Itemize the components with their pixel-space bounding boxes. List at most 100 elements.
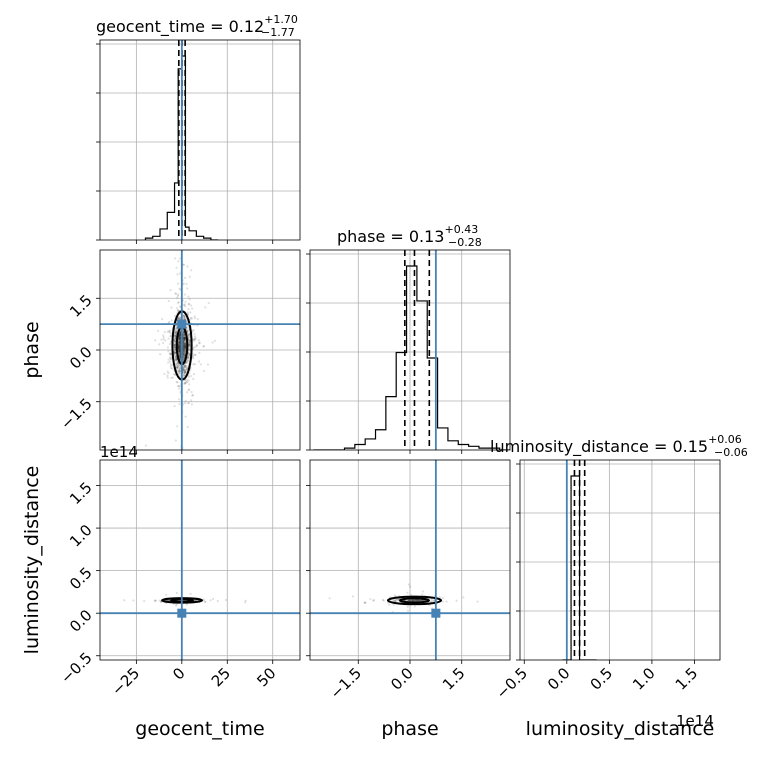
phase-vs-time-truth-marker [177, 319, 187, 329]
phase-vs-time-sample [176, 366, 179, 369]
phase-vs-time-sample [175, 366, 178, 369]
distance-vs-phase-sample [406, 591, 409, 594]
distance-vs-phase-sample [369, 597, 372, 601]
distance-vs-time-sample [154, 599, 158, 602]
distance-vs-time-sample [158, 599, 161, 602]
phase-vs-time-sample [176, 273, 179, 276]
phase-vs-time-sample [184, 340, 187, 343]
phase-vs-time-sample [170, 334, 173, 337]
phase-vs-time-sample [175, 326, 178, 329]
phase-vs-time-sample [175, 330, 178, 333]
distance-vs-phase-xtick-label: 1.5 [439, 664, 469, 694]
phase-vs-time-sample [183, 355, 186, 358]
distance-hist-plot-area [562, 460, 597, 660]
phase-vs-time-sample [193, 337, 196, 341]
phase-hist-frame [309, 249, 511, 451]
distance-vs-phase-plot-area [310, 460, 510, 660]
phase-vs-time-sample [187, 333, 190, 336]
phase-vs-time-sample [174, 343, 177, 346]
phase-vs-time-sample [177, 347, 180, 350]
phase-vs-time-ytick-label: −1.5 [57, 395, 95, 433]
phase-vs-time-sample [161, 341, 165, 345]
phase-vs-time-sample [168, 342, 171, 346]
phase-vs-time-sample [174, 351, 177, 354]
phase-vs-time-sample [177, 370, 181, 373]
phase-vs-time-sample [169, 363, 173, 366]
distance-vs-phase-frame [309, 459, 511, 661]
phase-vs-time-sample [188, 339, 191, 342]
phase-vs-time-sample [183, 350, 187, 353]
phase-vs-time-sample [174, 358, 177, 361]
phase-vs-time-sample [184, 317, 187, 321]
phase-vs-time-sample [173, 358, 177, 361]
phase-vs-time-sample [182, 371, 185, 375]
distance-vs-phase-sample [406, 609, 410, 612]
phase-vs-time-sample [177, 282, 180, 285]
phase-vs-time-sample [183, 402, 186, 405]
phase-vs-time-sample [183, 351, 187, 354]
phase-vs-time-sample [182, 263, 185, 266]
distance-vs-phase-sample [406, 605, 409, 608]
phase-vs-time-sample [192, 362, 195, 366]
distance-vs-time-sample [132, 599, 135, 602]
phase-vs-time-sample [182, 354, 185, 357]
phase-vs-time-sample [186, 329, 189, 332]
phase-vs-time-sample [184, 345, 187, 349]
phase-vs-time-sample [183, 373, 186, 376]
phase-vs-time-sample [185, 378, 188, 381]
phase-vs-time-sample [188, 345, 191, 348]
phase-vs-time-sample [174, 335, 177, 338]
phase-vs-time-sample [182, 357, 185, 360]
phase-vs-time-sample [183, 349, 187, 352]
phase-vs-time-sample [179, 257, 182, 260]
phase-vs-time-sample [182, 332, 185, 335]
phase-vs-time-sample [174, 331, 177, 334]
phase-vs-time-sample [183, 353, 186, 356]
phase-vs-time-sample [183, 316, 186, 319]
phase-vs-time-sample [184, 365, 187, 368]
phase-vs-time-sample [177, 344, 180, 347]
phase-vs-time-ytick-label: 0.0 [66, 343, 96, 373]
ylabel-luminosity-distance: luminosity_distance [21, 466, 43, 655]
phase-vs-time-sample [184, 347, 187, 350]
panel-distance-histogram: −0.5 0.0 0.5 1.0 1.5 [493, 459, 721, 703]
phase-vs-time-sample [187, 355, 190, 358]
distance-vs-time-frame [99, 459, 301, 661]
xlabel-luminosity-distance: luminosity_distance [526, 718, 715, 740]
phase-vs-time-sample [177, 317, 180, 320]
phase-vs-time-sample [176, 294, 180, 297]
phase-vs-time-sample [167, 337, 170, 340]
phase-vs-time-sample [174, 333, 178, 336]
phase-vs-time-sample [173, 343, 177, 346]
phase-vs-time-sample [183, 335, 186, 339]
phase-vs-time-sample [194, 317, 197, 320]
phase-vs-time-sample [178, 336, 181, 339]
phase-vs-time-sample [178, 355, 181, 358]
phase-vs-time-sample [179, 331, 182, 334]
phase-vs-time-sample [178, 338, 181, 341]
phase-vs-time-sample [162, 336, 165, 339]
phase-vs-time-sample [186, 265, 189, 268]
title-phase: phase = 0.13+0.43 [337, 223, 478, 246]
phase-vs-time-sample [160, 338, 163, 341]
phase-vs-time-sample [183, 381, 187, 384]
phase-vs-time-sample [178, 334, 182, 337]
phase-vs-time-sample [174, 362, 178, 365]
phase-vs-time-sample [178, 351, 181, 354]
phase-vs-time-sample [174, 359, 178, 362]
phase-vs-time-sample [175, 331, 178, 334]
phase-vs-time-sample [176, 309, 180, 312]
phase-vs-time-sample [179, 353, 182, 357]
phase-vs-time-sample [177, 370, 180, 373]
phase-vs-time-sample [196, 318, 200, 321]
phase-vs-time-sample [173, 352, 176, 356]
phase-vs-time-sample [183, 355, 186, 359]
phase-vs-time-sample [169, 332, 173, 335]
phase-vs-time-sample [184, 336, 187, 339]
phase-vs-time-sample [179, 354, 182, 357]
phase-vs-time-sample [183, 382, 186, 385]
phase-vs-time-sample [173, 340, 177, 343]
phase-vs-time-sample [169, 352, 172, 355]
phase-vs-time-sample [189, 316, 193, 319]
distance-hist-xtick-label: 1.5 [672, 664, 702, 694]
